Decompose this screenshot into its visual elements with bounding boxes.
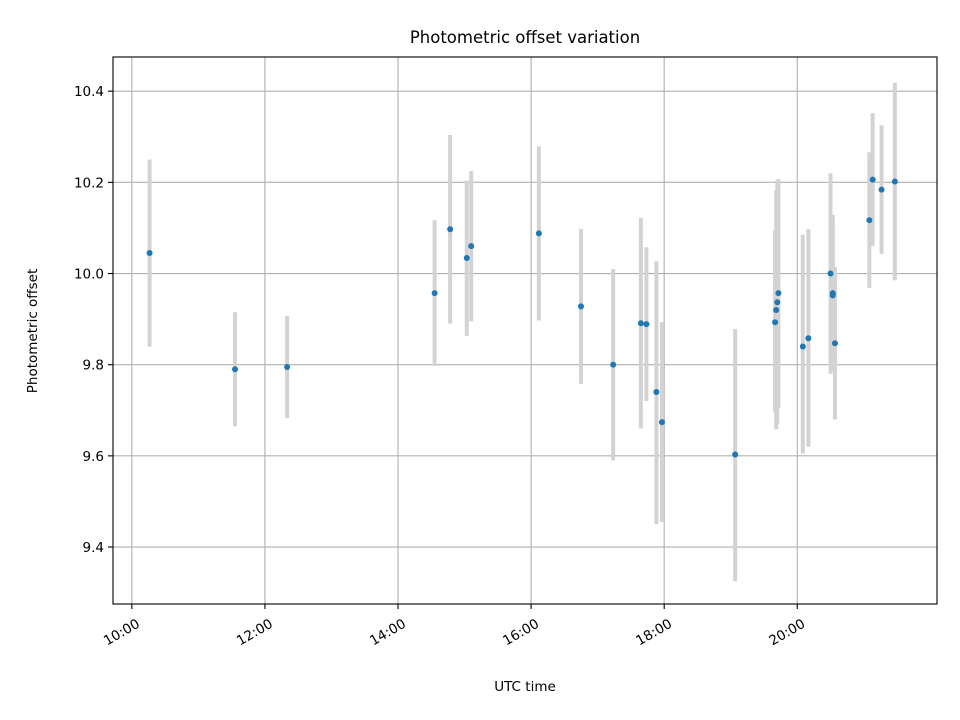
data-point bbox=[610, 361, 617, 368]
data-point bbox=[831, 340, 838, 347]
data-point bbox=[535, 230, 542, 237]
data-point bbox=[891, 178, 898, 185]
data-point bbox=[829, 292, 836, 299]
y-axis-label: Photometric offset bbox=[25, 269, 41, 393]
data-point bbox=[146, 250, 153, 257]
data-point bbox=[775, 290, 782, 297]
y-tick-label: 10.2 bbox=[74, 175, 104, 191]
y-tick-label: 9.6 bbox=[83, 449, 104, 465]
data-point bbox=[878, 186, 885, 193]
y-tick-label: 10.4 bbox=[74, 84, 104, 100]
y-tick-label: 9.8 bbox=[83, 358, 104, 374]
data-point bbox=[468, 243, 475, 250]
data-point bbox=[653, 389, 660, 396]
data-point bbox=[773, 306, 780, 313]
data-point bbox=[431, 290, 438, 297]
data-point bbox=[799, 343, 806, 350]
data-point bbox=[772, 319, 779, 326]
data-point bbox=[637, 320, 644, 327]
y-tick-label: 9.4 bbox=[83, 540, 104, 556]
data-point bbox=[866, 217, 873, 224]
data-point bbox=[447, 226, 454, 233]
data-point bbox=[805, 335, 812, 342]
data-point bbox=[658, 419, 665, 426]
y-tick-label: 10.0 bbox=[74, 267, 104, 283]
data-point bbox=[231, 366, 238, 373]
grid-layer bbox=[113, 57, 937, 604]
data-point bbox=[827, 270, 834, 277]
data-point bbox=[643, 321, 650, 328]
chart-title: Photometric offset variation bbox=[410, 28, 640, 47]
x-axis-label: UTC time bbox=[494, 679, 556, 695]
data-point bbox=[732, 451, 739, 458]
data-point bbox=[284, 363, 291, 370]
data-point bbox=[463, 255, 470, 262]
data-point bbox=[869, 176, 876, 183]
marker-layer bbox=[146, 176, 898, 458]
data-point bbox=[774, 299, 781, 306]
plot-frame bbox=[112, 56, 938, 605]
data-point bbox=[578, 303, 585, 310]
